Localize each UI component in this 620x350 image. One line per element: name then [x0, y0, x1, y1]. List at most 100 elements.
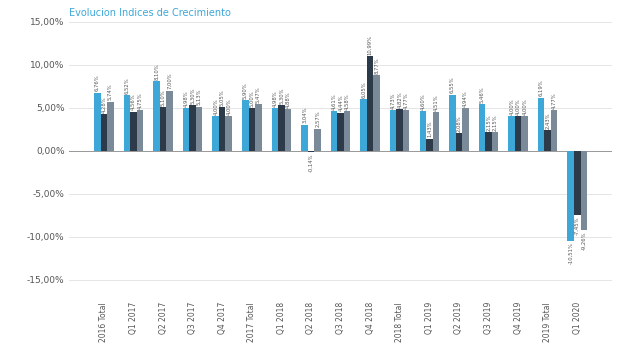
Text: 6,76%: 6,76%	[95, 75, 100, 91]
Bar	[123, 95, 130, 151]
Text: 4,00%: 4,00%	[509, 99, 514, 115]
Bar	[166, 91, 173, 151]
Text: 4,73%: 4,73%	[391, 92, 396, 109]
Text: 4,28%: 4,28%	[101, 96, 107, 113]
Text: 2,08%: 2,08%	[456, 115, 461, 132]
Text: 4,00%: 4,00%	[226, 99, 231, 115]
Text: 1,43%: 1,43%	[427, 121, 432, 137]
Text: 2,15%: 2,15%	[486, 114, 491, 131]
Bar	[301, 125, 308, 151]
Bar	[433, 112, 439, 151]
Bar	[508, 117, 515, 151]
Bar	[189, 105, 196, 151]
Text: 4,77%: 4,77%	[552, 92, 557, 108]
Bar	[367, 56, 373, 151]
Text: 4,94%: 4,94%	[463, 91, 468, 107]
Bar	[278, 105, 285, 151]
Text: 4,98%: 4,98%	[184, 90, 188, 107]
Bar	[331, 111, 337, 151]
Text: 2,43%: 2,43%	[545, 112, 550, 129]
Bar	[485, 132, 492, 151]
Text: 2,15%: 2,15%	[492, 114, 497, 131]
Text: 5,74%: 5,74%	[108, 84, 113, 100]
Text: 5,00%: 5,00%	[249, 90, 254, 107]
Bar	[360, 99, 367, 151]
Bar	[107, 102, 113, 151]
Text: 4,58%: 4,58%	[345, 93, 350, 110]
Bar	[337, 113, 344, 151]
Text: 4,75%: 4,75%	[138, 92, 143, 109]
Text: 6,52%: 6,52%	[125, 77, 130, 93]
Text: 5,90%: 5,90%	[243, 82, 248, 99]
Bar	[420, 111, 426, 151]
Bar	[492, 132, 498, 151]
Text: 6,19%: 6,19%	[539, 80, 544, 96]
Text: 4,44%: 4,44%	[338, 95, 343, 111]
Text: 4,98%: 4,98%	[272, 90, 277, 107]
Bar	[308, 151, 314, 152]
Text: Evolucion Indices de Crecimiento: Evolucion Indices de Crecimiento	[69, 8, 231, 18]
Bar	[94, 93, 100, 151]
Bar	[100, 114, 107, 151]
Bar	[580, 151, 587, 231]
Text: 5,30%: 5,30%	[279, 88, 284, 104]
Bar	[272, 108, 278, 151]
Bar	[226, 117, 232, 151]
Bar	[538, 98, 544, 151]
Bar	[521, 117, 528, 151]
Text: 8,77%: 8,77%	[374, 57, 379, 74]
Text: 10,99%: 10,99%	[368, 35, 373, 55]
Bar	[130, 112, 136, 151]
Text: -7,45%: -7,45%	[575, 216, 580, 235]
Bar	[515, 117, 521, 151]
Text: 5,05%: 5,05%	[219, 90, 224, 106]
Text: 4,51%: 4,51%	[433, 94, 438, 111]
Text: 5,46%: 5,46%	[479, 86, 484, 103]
Bar	[249, 108, 255, 151]
Text: 6,55%: 6,55%	[450, 77, 455, 93]
Text: 4,00%: 4,00%	[213, 99, 218, 115]
Bar	[574, 151, 580, 215]
Text: 5,47%: 5,47%	[256, 86, 261, 103]
Text: 5,30%: 5,30%	[190, 88, 195, 104]
Bar	[551, 110, 557, 151]
Text: 4,82%: 4,82%	[397, 91, 402, 108]
Text: 5,13%: 5,13%	[197, 89, 202, 105]
Text: 4,60%: 4,60%	[420, 93, 425, 110]
Bar	[456, 133, 462, 151]
Bar	[462, 108, 469, 151]
Text: 4,56%: 4,56%	[131, 94, 136, 110]
Bar	[314, 129, 321, 151]
Text: 2,57%: 2,57%	[315, 111, 320, 127]
Text: 8,10%: 8,10%	[154, 63, 159, 80]
Bar	[390, 110, 396, 151]
Bar	[479, 104, 485, 151]
Text: 3,04%: 3,04%	[302, 107, 307, 124]
Text: 4,61%: 4,61%	[332, 93, 337, 110]
Text: 4,77%: 4,77%	[404, 92, 409, 108]
Bar	[183, 108, 189, 151]
Bar	[426, 139, 433, 151]
Bar	[403, 110, 409, 151]
Text: 7,00%: 7,00%	[167, 73, 172, 89]
Text: -9,26%: -9,26%	[582, 232, 587, 250]
Text: 6,05%: 6,05%	[361, 81, 366, 98]
Text: -10,51%: -10,51%	[569, 243, 574, 264]
Text: 4,00%: 4,00%	[516, 99, 521, 115]
Bar	[544, 130, 551, 151]
Bar	[344, 112, 350, 151]
Bar	[136, 110, 143, 151]
Bar	[160, 107, 166, 151]
Bar	[219, 107, 226, 151]
Text: -0,14%: -0,14%	[309, 153, 314, 172]
Text: 4,88%: 4,88%	[285, 91, 290, 107]
Bar	[153, 81, 160, 151]
Bar	[196, 107, 202, 151]
Bar	[242, 100, 249, 151]
Bar	[255, 104, 262, 151]
Bar	[373, 76, 380, 151]
Bar	[449, 94, 456, 151]
Bar	[285, 109, 291, 151]
Bar	[567, 151, 574, 241]
Text: 5,10%: 5,10%	[161, 89, 166, 106]
